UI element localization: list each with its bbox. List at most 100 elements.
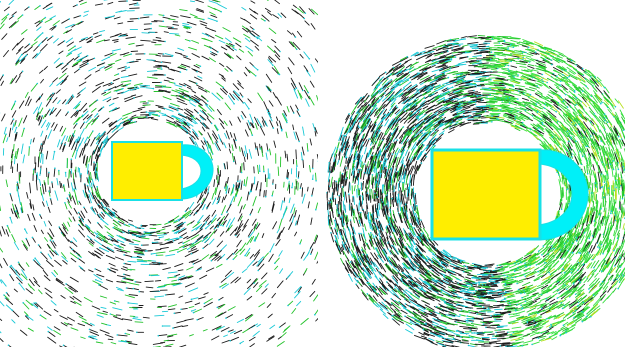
vector-arrow bbox=[255, 123, 258, 130]
vector-arrow bbox=[88, 170, 90, 177]
vector-arrow-head bbox=[232, 253, 235, 255]
vector-arrow bbox=[183, 121, 191, 129]
vector-arrow bbox=[542, 59, 553, 66]
vector-arrow-head bbox=[410, 280, 412, 282]
vector-arrow bbox=[167, 237, 178, 241]
vector-arrow-head bbox=[522, 92, 525, 95]
vector-arrow bbox=[301, 187, 304, 197]
vector-arrow-head bbox=[240, 171, 243, 174]
vector-arrow bbox=[127, 260, 137, 263]
vector-arrow bbox=[26, 192, 29, 199]
vector-arrow bbox=[66, 52, 72, 57]
vector-arrow bbox=[230, 330, 236, 334]
vector-arrow bbox=[68, 45, 76, 52]
vector-arrow-head bbox=[201, 202, 203, 204]
vector-arrow bbox=[16, 276, 23, 284]
vector-arrow bbox=[380, 188, 382, 196]
vector-arrow-head bbox=[387, 78, 389, 80]
vector-arrow bbox=[592, 297, 602, 306]
vector-arrow bbox=[215, 326, 222, 330]
vector-arrow bbox=[79, 102, 88, 112]
vector-arrow bbox=[29, 182, 32, 194]
vector-arrow bbox=[139, 84, 151, 87]
vector-arrow bbox=[400, 91, 407, 97]
vector-arrow-head bbox=[128, 119, 131, 121]
vector-arrow bbox=[170, 102, 180, 107]
vector-arrow bbox=[504, 83, 514, 87]
vector-arrow bbox=[272, 92, 277, 99]
vector-arrow-head bbox=[449, 274, 451, 276]
vector-arrow-head bbox=[222, 224, 224, 227]
vector-arrow-head bbox=[76, 109, 79, 112]
vector-arrow bbox=[103, 235, 110, 241]
vector-arrow bbox=[92, 280, 102, 286]
vector-arrow-head bbox=[0, 1, 1, 3]
vector-arrow bbox=[217, 165, 220, 174]
vector-arrow bbox=[598, 116, 606, 125]
vector-arrow bbox=[249, 253, 254, 259]
vector-arrow bbox=[180, 96, 186, 99]
vector-arrow bbox=[236, 182, 240, 192]
vector-arrow bbox=[398, 181, 401, 188]
vector-arrow bbox=[467, 289, 475, 292]
vector-arrow-head bbox=[467, 289, 469, 292]
vector-arrow bbox=[189, 0, 196, 3]
vector-arrow-head bbox=[405, 289, 407, 291]
vector-arrow bbox=[38, 115, 41, 122]
vector-arrow bbox=[384, 87, 390, 93]
vector-arrow bbox=[182, 22, 190, 26]
vector-arrow bbox=[79, 137, 84, 147]
vector-arrow bbox=[83, 297, 93, 303]
vector-arrow bbox=[311, 8, 318, 16]
vector-arrow bbox=[283, 113, 288, 122]
vector-arrow bbox=[176, 225, 183, 229]
vector-arrow bbox=[241, 7, 247, 11]
vector-arrow bbox=[430, 296, 441, 302]
vector-arrow-head bbox=[64, 202, 66, 204]
vector-arrow bbox=[105, 207, 113, 215]
vector-arrow bbox=[463, 278, 476, 283]
vector-arrow-head bbox=[146, 250, 148, 252]
vector-arrow bbox=[411, 266, 421, 274]
vector-arrow bbox=[67, 316, 75, 322]
vector-arrow bbox=[130, 87, 139, 91]
vector-arrow bbox=[79, 121, 85, 129]
vector-arrow bbox=[225, 185, 229, 194]
vector-arrow bbox=[214, 255, 221, 261]
vector-arrow bbox=[467, 319, 475, 322]
vector-arrow bbox=[218, 303, 226, 310]
vector-arrow bbox=[91, 206, 95, 213]
vector-arrow bbox=[497, 39, 505, 42]
vector-arrow bbox=[450, 308, 459, 312]
vector-arrow bbox=[10, 103, 16, 111]
vector-arrow bbox=[345, 214, 349, 225]
vector-arrow bbox=[77, 323, 86, 327]
vector-arrow bbox=[233, 248, 238, 255]
vector-arrow bbox=[88, 100, 97, 108]
vector-arrow bbox=[355, 216, 360, 228]
vector-arrow bbox=[385, 111, 393, 121]
vector-arrow bbox=[455, 73, 464, 76]
vector-arrow bbox=[237, 213, 243, 222]
vector-arrow bbox=[582, 303, 589, 310]
vector-arrow bbox=[452, 112, 458, 116]
vector-arrow bbox=[174, 84, 183, 88]
vector-arrow bbox=[107, 62, 115, 66]
vector-arrow bbox=[496, 77, 505, 80]
vector-arrow bbox=[178, 92, 188, 98]
vector-arrow bbox=[100, 218, 109, 226]
vector-arrow-head bbox=[35, 302, 37, 304]
vector-arrow-head bbox=[99, 246, 101, 249]
vector-arrow bbox=[247, 50, 253, 57]
vector-arrow-head bbox=[66, 197, 69, 199]
vector-arrow bbox=[433, 326, 445, 331]
vector-arrow-head bbox=[286, 121, 288, 124]
vector-arrow bbox=[240, 180, 243, 190]
vector-arrow bbox=[465, 60, 474, 63]
vector-arrow bbox=[276, 121, 279, 127]
vector-arrow bbox=[243, 287, 251, 295]
vector-arrow-head bbox=[517, 74, 519, 76]
vector-arrow-head bbox=[15, 126, 18, 129]
vector-arrow-head bbox=[70, 240, 73, 243]
vector-arrow bbox=[173, 121, 182, 127]
